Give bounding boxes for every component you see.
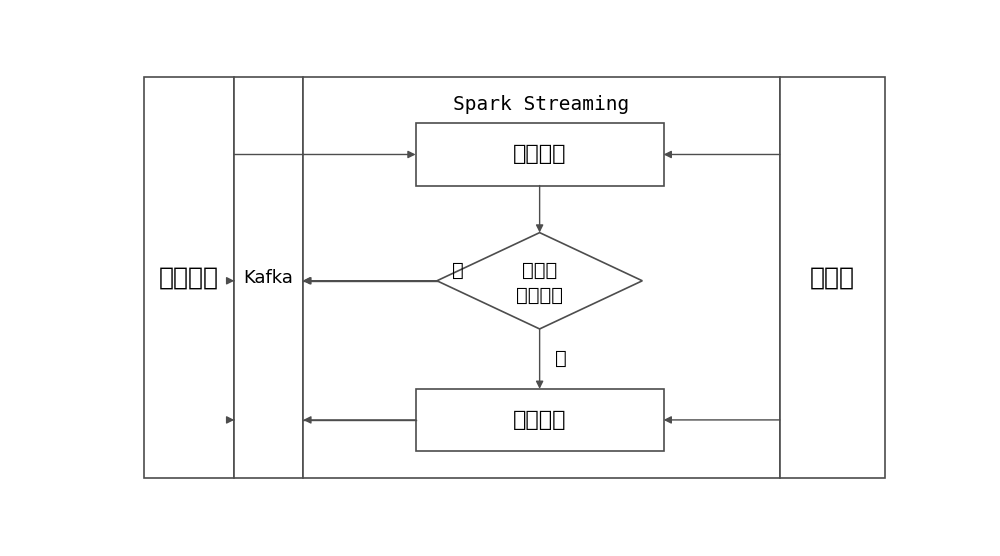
Text: 取消状态: 取消状态 xyxy=(516,286,563,305)
Text: 分类模型: 分类模型 xyxy=(513,145,566,165)
Text: 是否为: 是否为 xyxy=(522,261,557,280)
Bar xyxy=(144,77,234,478)
Text: 否: 否 xyxy=(452,261,464,280)
Bar xyxy=(780,77,885,478)
Bar xyxy=(234,77,303,478)
Text: 订单系统: 订单系统 xyxy=(159,266,219,290)
Bar xyxy=(416,123,664,186)
Text: Spark Streaming: Spark Streaming xyxy=(453,95,630,113)
Text: 数据库: 数据库 xyxy=(810,266,855,290)
Text: 预测模型: 预测模型 xyxy=(513,410,566,430)
Text: Kafka: Kafka xyxy=(243,269,293,286)
Bar xyxy=(303,77,780,478)
Text: 是: 是 xyxy=(555,349,567,369)
Polygon shape xyxy=(437,232,642,329)
Bar xyxy=(416,389,664,451)
